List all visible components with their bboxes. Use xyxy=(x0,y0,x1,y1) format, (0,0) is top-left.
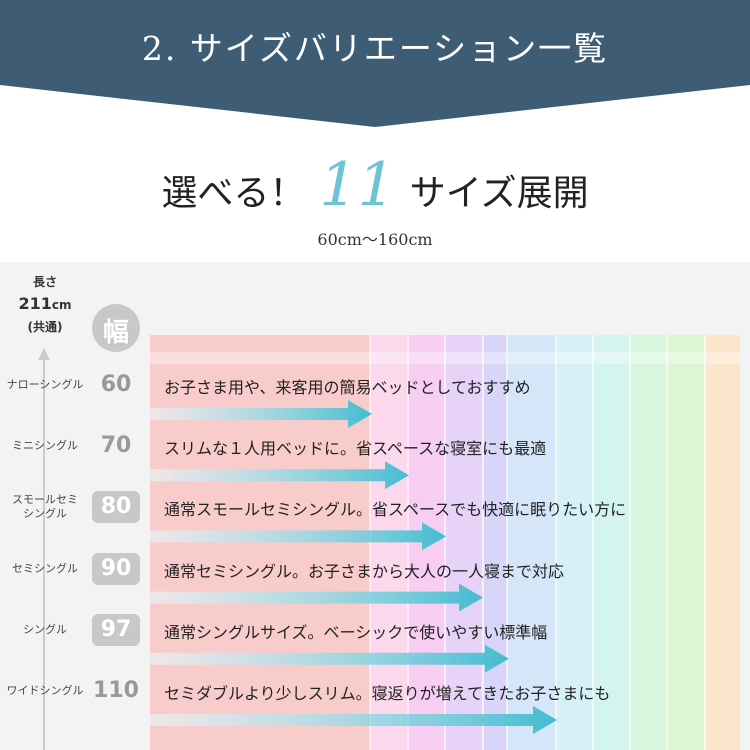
header-title: 2. サイズバリエーション一覧 xyxy=(141,29,609,68)
length-unit: cm xyxy=(51,298,72,312)
width-value: 97 xyxy=(92,613,140,646)
size-range: 60cm〜160cm xyxy=(317,230,433,249)
width-value: 80 xyxy=(92,491,140,524)
width-arrow xyxy=(150,522,446,551)
width-arrow xyxy=(150,706,557,734)
description: 通常シングルサイズ。ベーシックで使いやすい標準幅 xyxy=(164,622,548,642)
description: お子さま用や、来客用の簡易ベッドとしておすすめ xyxy=(164,378,531,397)
width-arrow xyxy=(150,461,409,490)
headline-count: 11 xyxy=(319,150,396,220)
size-name: ナローシングル xyxy=(6,378,84,391)
headline: 選べる！ 11 サイズ展開 xyxy=(0,150,750,220)
width-label: 幅 xyxy=(102,318,129,348)
size-name: セミシングル xyxy=(12,561,78,575)
width-value: 60 xyxy=(100,372,132,397)
description: 通常セミシングル。お子さまから大人の一人寝まで対応 xyxy=(164,561,565,581)
description: スリムな１人用ベッドに。省スペースな寝室にも最適 xyxy=(164,439,547,459)
size-name: ミニシングル xyxy=(12,439,78,453)
width-badge xyxy=(92,304,140,352)
width-arrow xyxy=(150,400,372,428)
length-note: (共通) xyxy=(27,320,63,334)
headline-tail: サイズ展開 xyxy=(409,173,589,214)
description: セミダブルより少しスリム。寝返りが増えてきたお子さまにも xyxy=(164,684,611,703)
headline-lead: 選べる！ xyxy=(161,173,306,214)
length-number: 211 xyxy=(18,294,52,313)
length-value: 211cm xyxy=(10,294,80,313)
width-arrow xyxy=(150,644,509,673)
arrows xyxy=(150,400,557,734)
size-name: スモールセミ シングル xyxy=(12,493,78,521)
width-arrow xyxy=(150,583,483,612)
length-label: 長さ xyxy=(32,275,57,289)
axis-arrow xyxy=(38,348,50,360)
width-value: 90 xyxy=(92,552,140,585)
header-band xyxy=(0,0,750,127)
size-name: シングル xyxy=(23,622,67,636)
size-name: ワイドシングル xyxy=(6,684,84,697)
stripes xyxy=(150,335,740,750)
description: 通常スモールセミシングル。省スペースでも快適に眠りたい方に xyxy=(164,500,627,520)
width-value: 110 xyxy=(93,678,139,703)
width-value: 70 xyxy=(100,433,132,459)
